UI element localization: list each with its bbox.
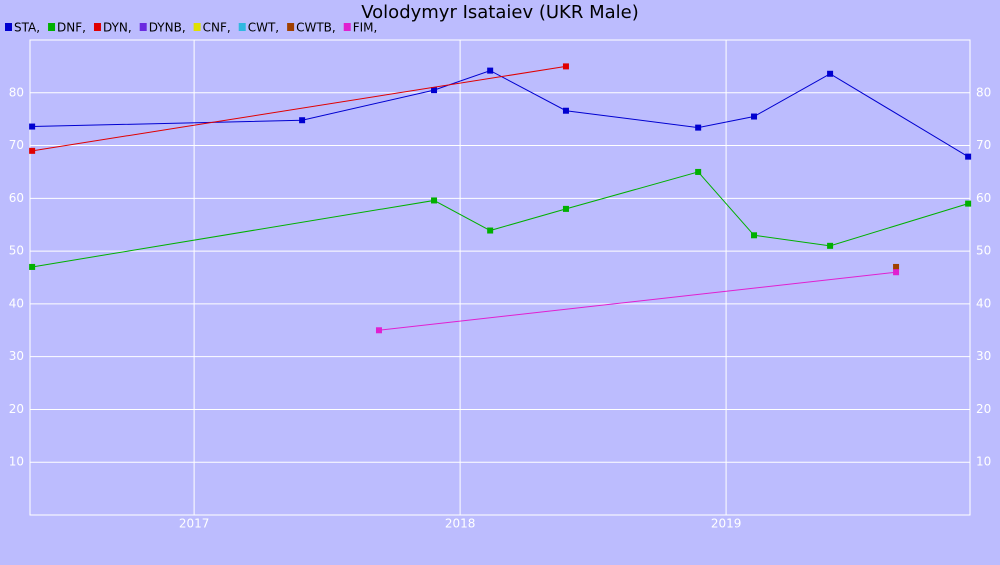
- legend-label: FIM,: [353, 21, 378, 35]
- data-point: [827, 242, 834, 249]
- chart-title: Volodymyr Isataiev (UKR Male): [361, 2, 638, 23]
- data-point: [827, 70, 834, 77]
- data-point: [431, 87, 438, 94]
- x-tick-label: 2017: [179, 517, 210, 531]
- legend-label: DNF,: [57, 21, 86, 35]
- legend-swatch: [93, 23, 101, 31]
- data-point: [299, 117, 306, 124]
- legend-label: CWTB,: [296, 21, 336, 35]
- data-point: [29, 147, 36, 154]
- data-point: [29, 263, 36, 270]
- legend-swatch: [139, 23, 147, 31]
- data-point: [562, 107, 569, 114]
- data-point: [893, 263, 900, 270]
- data-point: [695, 124, 702, 131]
- data-point: [751, 232, 758, 239]
- data-point: [487, 227, 494, 234]
- legend-label: STA,: [14, 21, 40, 35]
- series-line: [32, 65, 567, 152]
- plot-frame: [29, 39, 971, 516]
- data-point: [751, 113, 758, 120]
- y-tick-label: 50: [9, 244, 24, 258]
- data-point: [487, 67, 494, 74]
- data-point: [29, 123, 36, 130]
- data-point: [431, 197, 438, 204]
- y-tick-label: 20: [9, 402, 24, 416]
- y-tick-label: 10: [9, 455, 24, 469]
- x-tick-label: 2019: [711, 517, 742, 531]
- data-point: [893, 269, 900, 276]
- data-point: [965, 153, 972, 160]
- y2-tick-label: 20: [976, 402, 991, 416]
- y2-tick-label: 30: [976, 349, 991, 363]
- legend-label: CWT,: [248, 21, 279, 35]
- y2-tick-label: 40: [976, 296, 991, 310]
- legend-swatch: [238, 23, 246, 31]
- y-tick-label: 70: [9, 138, 24, 152]
- legend-label: DYNB,: [149, 21, 186, 35]
- series-line: [32, 171, 969, 268]
- legend-swatch: [343, 23, 351, 31]
- y-tick-label: 80: [9, 85, 24, 99]
- series-line: [32, 70, 969, 158]
- y-tick-label: 30: [9, 349, 24, 363]
- y2-tick-label: 10: [976, 455, 991, 469]
- y2-tick-label: 70: [976, 138, 991, 152]
- data-point: [965, 200, 972, 207]
- y2-tick-label: 60: [976, 191, 991, 205]
- data-point: [562, 205, 569, 212]
- legend-swatch: [5, 23, 12, 31]
- legend-label: CNF,: [203, 21, 231, 35]
- data-point: [375, 327, 382, 334]
- legend-swatch: [193, 23, 201, 31]
- series-line: [378, 271, 897, 331]
- legend-swatch: [48, 23, 56, 31]
- data-point: [562, 63, 569, 70]
- y-tick-label: 60: [9, 191, 24, 205]
- y-tick-label: 40: [9, 296, 24, 310]
- x-tick-label: 2018: [445, 517, 476, 531]
- y2-tick-label: 50: [976, 244, 991, 258]
- legend-label: DYN,: [103, 21, 132, 35]
- legend-swatch: [287, 23, 295, 31]
- y2-tick-label: 80: [976, 85, 991, 99]
- data-point: [695, 168, 702, 175]
